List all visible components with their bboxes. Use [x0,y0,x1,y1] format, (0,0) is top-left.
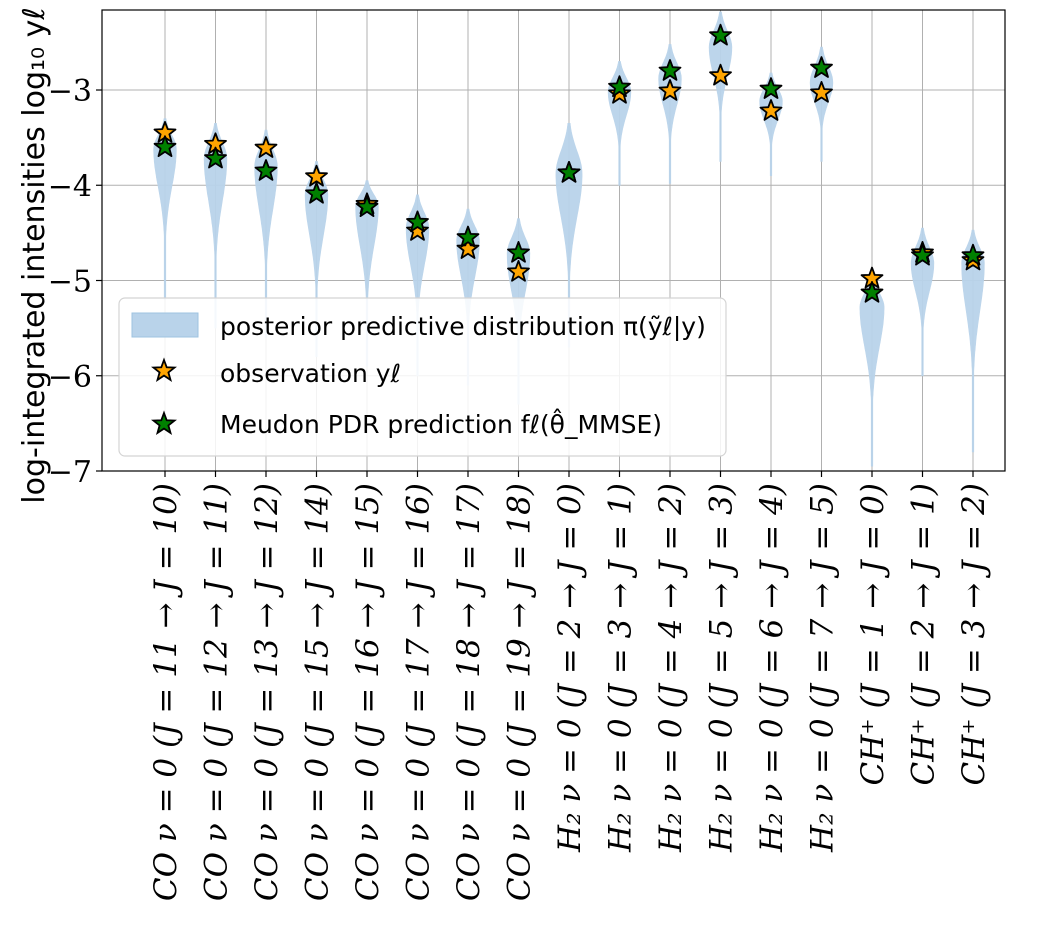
y-tick-label: −7 [48,455,92,490]
y-tick-label: −5 [48,265,92,300]
prediction-star [658,59,682,81]
legend: posterior predictive distribution π(ỹℓ|y… [118,297,727,457]
observation-star [810,81,833,103]
y-tick-label: −3 [48,74,92,109]
y-tick-label: −4 [48,169,92,204]
x-tick-label: H₂ ν = 0 (J = 6 → J = 4) [754,483,790,853]
x-tick-label: CO ν = 0 (J = 16 → J = 15) [350,483,386,901]
prediction-star [759,77,783,99]
prediction-star [709,23,732,46]
x-tick-label: CO ν = 0 (J = 15 → J = 14) [300,483,336,901]
prediction-star [204,146,227,169]
legend-entry-posterior: posterior predictive distribution π(ỹℓ|y… [220,312,706,341]
y-ticks: −7 −6 −5 −4 −3 [48,74,102,490]
prediction-star [911,243,934,266]
x-tick-label: CO ν = 0 (J = 11 → J = 10) [148,483,184,901]
x-tick-label: CO ν = 0 (J = 17 → J = 16) [401,483,437,901]
legend-box [118,297,727,457]
prediction-star [961,243,985,266]
legend-entry-observation: observation yℓ [220,359,401,388]
observation-star [658,79,682,101]
x-tick-label: CO ν = 0 (J = 12 → J = 11) [199,483,235,901]
legend-swatch-violin [131,312,199,338]
prediction-star [608,75,631,97]
legend-entry-prediction: Meudon PDR prediction fℓ(θ̂_MMSE) [220,408,662,439]
observation-star [507,260,530,282]
legend-swatch-prediction [151,410,177,435]
prediction-stars [153,23,985,303]
x-tick-label: CH⁺ (J = 1 → J = 0) [855,483,891,786]
prediction-star [406,210,429,233]
x-tick-label: CO ν = 0 (J = 13 → J = 12) [249,483,285,901]
prediction-star [456,225,480,248]
prediction-star [254,159,278,181]
y-axis-label: log-integrated intensities log₁₀ yℓ [17,7,52,503]
x-tick-label: H₂ ν = 0 (J = 3 → J = 1) [603,483,639,853]
prediction-star [153,135,177,157]
prediction-star [507,241,530,263]
x-tick-label: H₂ ν = 0 (J = 2 → J = 0) [552,483,588,853]
x-tick-label: CO ν = 0 (J = 18 → J = 17) [451,483,487,901]
plot-frame [101,9,1006,472]
observation-star [305,164,328,187]
x-tick-label: H₂ ν = 0 (J = 7 → J = 5) [805,483,841,853]
violin [708,11,733,162]
prediction-star [860,281,884,303]
violin [859,275,885,467]
observation-star [709,63,732,86]
observation-star [759,99,783,121]
x-tick-label: CH⁺ (J = 2 → J = 1) [906,483,942,786]
prediction-star [557,161,581,183]
x-tick-label: CH⁺ (J = 3 → J = 2) [956,483,992,786]
observation-star [254,136,278,158]
violin [961,229,985,453]
prediction-star [355,195,379,217]
observation-star [406,219,429,241]
x-ticks: CO ν = 0 (J = 11 → J = 10) CO ν = 0 (J = … [148,471,992,901]
x-tick-label: H₂ ν = 0 (J = 4 → J = 2) [653,483,689,853]
x-tick-label: CO ν = 0 (J = 19 → J = 18) [502,483,538,901]
prediction-star [810,56,833,78]
legend-swatch-observation [151,357,177,382]
observation-star [456,237,480,259]
x-tick-label: H₂ ν = 0 (J = 5 → J = 3) [704,483,740,853]
y-tick-label: −6 [48,360,92,395]
prediction-star [305,181,328,204]
